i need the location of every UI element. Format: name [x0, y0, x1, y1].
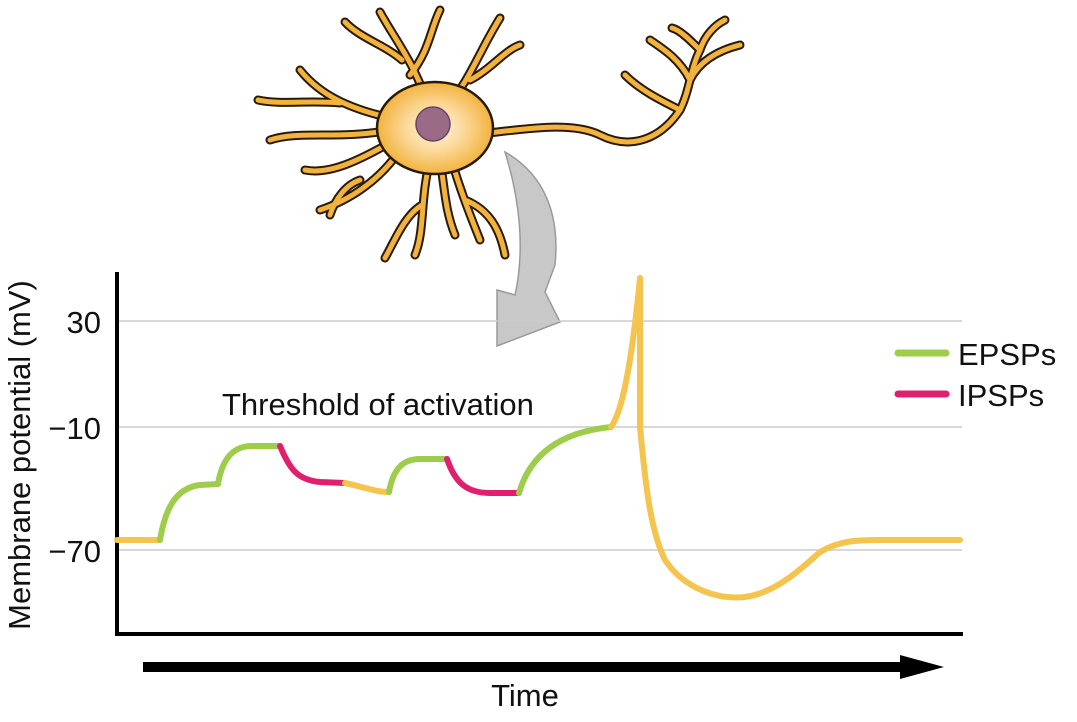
trace-rest-segment — [342, 480, 392, 495]
trace-epsp-segment — [157, 481, 221, 543]
membrane-trace — [114, 275, 963, 601]
trace-ipsp-segment — [444, 456, 522, 496]
curved-down-arrow-icon — [496, 150, 562, 348]
legend-label-epsp: EPSPs — [958, 337, 1056, 372]
time-arrow-icon — [143, 655, 944, 679]
y-tick-label: −70 — [48, 534, 101, 569]
x-axis-title: Time — [491, 678, 559, 713]
axes — [115, 272, 963, 636]
y-axis-title: Membrane potential (mV) — [2, 280, 37, 630]
nucleus-icon — [415, 106, 451, 142]
trace-action-potential — [608, 275, 963, 601]
y-tick-label: −10 — [48, 411, 101, 446]
trace-ipsp-segment — [277, 443, 348, 486]
gridlines — [117, 320, 962, 551]
neuron-illustration — [253, 5, 745, 263]
trace-epsp-segment — [215, 443, 283, 487]
legend: EPSPs IPSPs — [894, 337, 1056, 413]
trace-epsp-segment — [516, 424, 614, 496]
threshold-annotation: Threshold of activation — [222, 387, 534, 422]
legend-label-ipsp: IPSPs — [958, 378, 1044, 413]
y-tick-label: 30 — [67, 305, 101, 340]
trace-epsp-segment — [386, 456, 450, 495]
